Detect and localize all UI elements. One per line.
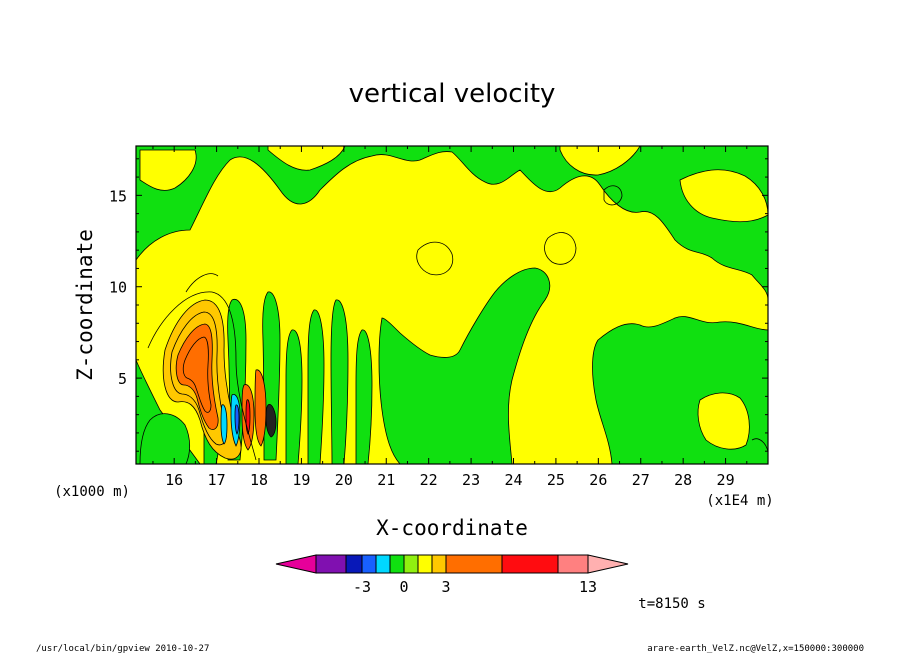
x-axis: 16 17 18 19 20 21 22 23 24 25 26 27 28 29	[152, 146, 748, 489]
colorbar-label: 3	[441, 578, 450, 596]
colorbar-box	[315, 554, 347, 574]
x-tick-label: 18	[250, 471, 268, 489]
y-tick-label: 5	[118, 370, 127, 388]
green-streak	[355, 329, 373, 464]
green-streak	[307, 309, 325, 464]
colorbar-arrow-right	[587, 554, 629, 574]
footer-left: /usr/local/bin/gpview 2010-10-27	[36, 644, 209, 654]
contour-level-4	[182, 336, 212, 413]
colorbar-box	[345, 554, 363, 574]
y-tick-label: 15	[109, 187, 127, 205]
contour-line	[544, 232, 577, 265]
colorbar-box	[375, 554, 391, 574]
cell-blue	[234, 404, 240, 435]
colorbar-box	[501, 554, 559, 574]
x-tick-label: 19	[292, 471, 310, 489]
colorbar-box	[403, 554, 419, 574]
yellow-region	[139, 149, 197, 191]
x-tick-label: 16	[165, 471, 183, 489]
yellow-region	[267, 146, 346, 171]
colorbar-box	[389, 554, 405, 574]
x-tick-label: 21	[377, 471, 395, 489]
x-tick-label: 23	[462, 471, 480, 489]
y-axis-unit: (x1000 m)	[54, 484, 130, 500]
colorbar-box	[445, 554, 503, 574]
green-streak	[285, 329, 303, 464]
time-label: t=8150 s	[638, 596, 705, 612]
x-axis-unit: (x1E4 m)	[706, 493, 773, 509]
footer-right: arare-earth_VelZ.nc@VelZ,x=150000:300000	[647, 644, 864, 654]
x-tick-label: 17	[208, 471, 226, 489]
x-tick-label: 25	[547, 471, 565, 489]
x-tick-label: 29	[717, 471, 735, 489]
colorbar-box	[361, 554, 377, 574]
low-level-cells	[220, 369, 277, 451]
x-axis-label: X-coordinate	[376, 516, 528, 540]
colorbar-box	[431, 554, 447, 574]
contour-line	[185, 273, 219, 293]
y-axis: 5 10 15	[109, 158, 768, 452]
colorbar-label: 0	[399, 578, 408, 596]
yellow-region	[559, 146, 641, 176]
contour-line	[147, 291, 257, 461]
cell-dark	[245, 399, 251, 435]
y-axis-label: Z-coordinate	[73, 229, 97, 381]
contour-line	[603, 185, 623, 206]
colorbar-box	[417, 554, 433, 574]
chart-title: vertical velocity	[349, 79, 556, 109]
contour-lines	[147, 185, 768, 461]
cell-dark	[265, 404, 277, 438]
colorbar-label: -3	[353, 578, 371, 596]
green-streak	[139, 413, 191, 464]
contour-line	[751, 438, 768, 453]
x-tick-label: 26	[589, 471, 607, 489]
contour-field	[136, 146, 768, 464]
colorbar-label: 13	[579, 578, 597, 596]
y-tick-label: 10	[109, 279, 127, 297]
x-tick-label: 22	[420, 471, 438, 489]
green-streak	[330, 299, 349, 464]
x-tick-label: 27	[632, 471, 650, 489]
colorbar: -3 0 3 13	[275, 554, 629, 596]
colorbar-arrow-left	[275, 554, 317, 574]
yellow-region	[697, 392, 750, 450]
cell-orange	[254, 369, 267, 447]
x-tick-label: 20	[335, 471, 353, 489]
cell-cyan	[220, 404, 228, 445]
x-tick-label: 28	[674, 471, 692, 489]
colorbar-box	[557, 554, 589, 574]
contour-line	[416, 241, 454, 276]
x-tick-label: 24	[504, 471, 522, 489]
